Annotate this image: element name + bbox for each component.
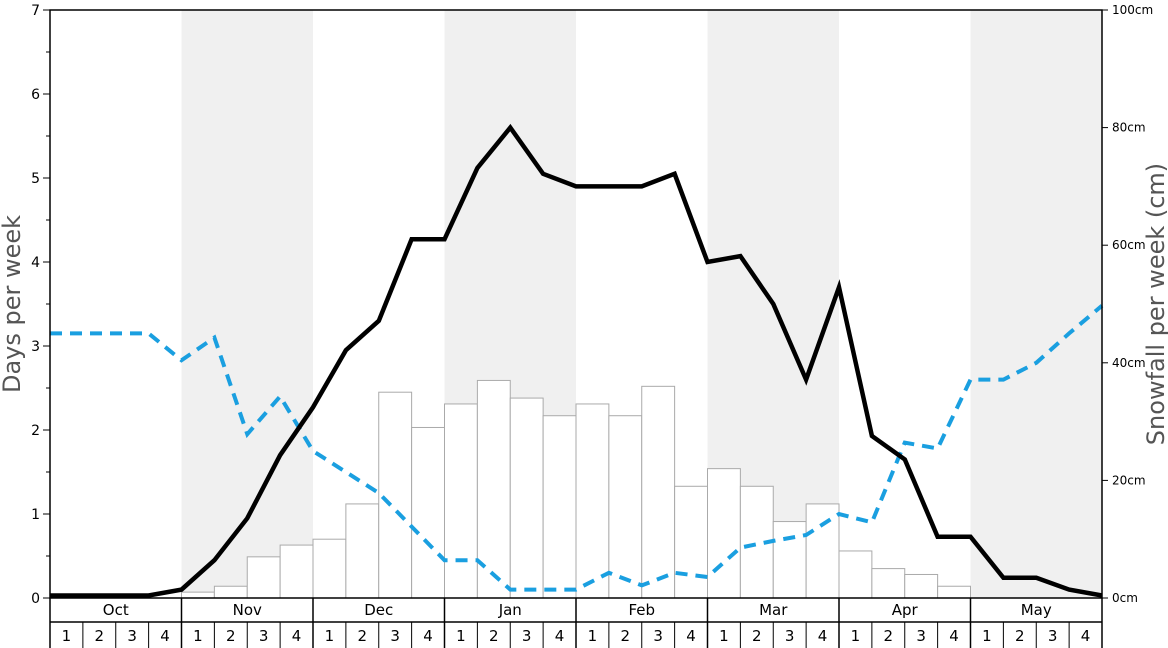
- week-label: 1: [719, 627, 729, 645]
- week-label: 2: [95, 627, 105, 645]
- right-tick-label: 40cm: [1112, 356, 1146, 370]
- week-label: 1: [982, 627, 992, 645]
- snowfall-bar: [575, 403, 610, 599]
- x-axis: Oct 1 2 3 4 Nov 1 2 3 4 Dec 1 2 3 4 Jan 1 2 3 4 Feb 1 2 3 4 Mar 1 2…: [49, 598, 1103, 648]
- week-label: 1: [588, 627, 598, 645]
- week-label: 3: [127, 627, 137, 645]
- right-axis-label: Snowfall per week (cm): [1142, 163, 1168, 445]
- snowfall-bar: [246, 556, 281, 599]
- left-tick-label: 7: [31, 3, 40, 19]
- week-label: 2: [1015, 627, 1025, 645]
- month-label: Mar: [759, 601, 788, 619]
- week-label: 3: [522, 627, 532, 645]
- left-tick-label: 0: [31, 591, 40, 607]
- snowfall-bar: [542, 415, 577, 599]
- month-label: May: [1021, 601, 1052, 619]
- month-bands: [181, 10, 1102, 598]
- snowfall-bar: [772, 521, 807, 599]
- snowfall-bar: [904, 573, 939, 599]
- snowfall-bar: [411, 426, 445, 599]
- month-label: Nov: [233, 601, 262, 619]
- week-label: 2: [358, 627, 368, 645]
- left-axis: 0 1 2 3 4 5 6 7: [31, 3, 50, 607]
- left-tick-label: 4: [31, 255, 40, 271]
- month-label: Dec: [364, 601, 393, 619]
- month-label: Oct: [103, 601, 129, 619]
- right-tick-label: 60cm: [1112, 238, 1146, 252]
- week-label: 4: [1081, 627, 1091, 645]
- left-tick-label: 3: [31, 339, 40, 355]
- week-label: 2: [489, 627, 499, 645]
- right-axis: 0cm 20cm 40cm 60cm 80cm 100cm: [1102, 3, 1153, 605]
- week-label: 3: [1048, 627, 1058, 645]
- week-label: 1: [62, 627, 72, 645]
- snowfall-bar: [674, 485, 708, 599]
- week-label: 4: [160, 627, 170, 645]
- week-label: 4: [555, 627, 565, 645]
- left-tick-label: 2: [31, 423, 40, 439]
- week-label: 1: [193, 627, 203, 645]
- week-label: 2: [752, 627, 762, 645]
- snowfall-bar: [213, 585, 248, 599]
- week-label: 3: [653, 627, 663, 645]
- week-label: 4: [686, 627, 696, 645]
- right-tick-label: 80cm: [1112, 121, 1146, 135]
- right-tick-label: 20cm: [1112, 473, 1146, 487]
- month-band: [970, 10, 1102, 598]
- snowfall-bar: [608, 415, 643, 599]
- week-label: 2: [621, 627, 631, 645]
- left-tick-label: 1: [31, 507, 40, 523]
- snowfall-bar: [378, 391, 413, 599]
- right-tick-label: 0cm: [1112, 591, 1138, 605]
- week-label: 4: [818, 627, 828, 645]
- snowfall-bar: [444, 403, 478, 599]
- snowfall-bar: [707, 468, 741, 599]
- week-label: 3: [259, 627, 269, 645]
- week-label: 2: [884, 627, 894, 645]
- month-label: Jan: [498, 601, 522, 619]
- month-band: [181, 10, 313, 598]
- left-tick-label: 6: [31, 87, 40, 103]
- snowfall-bar: [805, 503, 840, 599]
- snowfall-bar: [476, 379, 511, 599]
- week-label: 3: [916, 627, 926, 645]
- week-label: 3: [785, 627, 795, 645]
- month-label: Apr: [892, 601, 919, 619]
- left-tick-label: 5: [31, 171, 40, 187]
- dashed-series-line: [50, 304, 1104, 592]
- day-lines: [50, 123, 1104, 598]
- week-label: 4: [292, 627, 302, 645]
- month-label: Feb: [628, 601, 655, 619]
- snowfall-bar: [838, 550, 873, 599]
- snowfall-bar: [509, 397, 544, 599]
- snowfall-bar: [181, 591, 215, 599]
- snowfall-bar: [345, 503, 380, 599]
- right-tick-label: 100cm: [1112, 3, 1153, 17]
- snowfall-bar: [312, 538, 347, 599]
- snowfall-bars: [181, 379, 971, 599]
- snowfall-bar: [871, 568, 906, 599]
- week-label: 4: [423, 627, 433, 645]
- snowfall-bar: [279, 544, 314, 599]
- week-label: 1: [456, 627, 466, 645]
- week-label: 2: [226, 627, 236, 645]
- week-label: 1: [325, 627, 335, 645]
- week-label: 3: [390, 627, 400, 645]
- left-axis-label: Days per week: [0, 215, 26, 393]
- week-label: 4: [949, 627, 959, 645]
- solid-series-line: [50, 123, 1103, 598]
- snowfall-bar: [641, 385, 676, 599]
- snowfall-bar: [937, 585, 971, 599]
- week-label: 1: [851, 627, 861, 645]
